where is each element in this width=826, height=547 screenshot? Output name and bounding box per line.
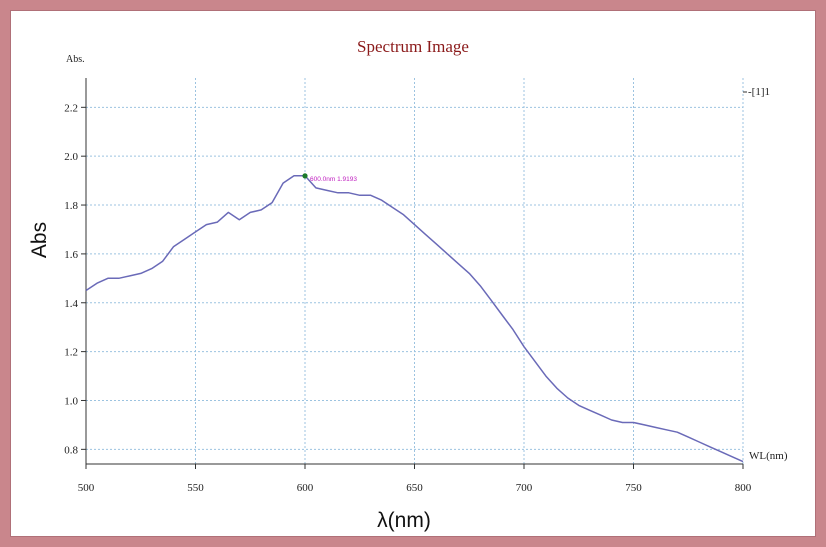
x-unit-tag: WL(nm) [749,450,788,462]
x-tick-label: 650 [406,482,423,494]
x-tick-label: 500 [78,482,95,494]
chart-panel [10,10,816,537]
y-axis-label: Abs [28,222,51,258]
tick-labels: 500 550 600 650 700 750 800 0.8 1.0 1.2 1.4 1.6 1.8 2… [64,102,752,494]
y-tick-label: 2.2 [64,102,78,114]
y-tick-label: 1.8 [64,200,78,212]
y-unit-label: Abs. [66,54,85,65]
x-tick-label: 600 [297,482,314,494]
y-tick-label: 1.4 [64,298,78,310]
peak-annotation: 600.0nm 1.9193 [310,176,357,183]
y-tick-label: 1.6 [64,249,78,261]
x-tick-label: 700 [516,482,533,494]
y-tick-label: 1.0 [64,395,78,407]
y-tick-label: 1.2 [64,347,78,359]
series-layer: 600.0nm 1.9193 [85,173,744,463]
axes [81,78,747,469]
chart-title: Spectrum Image [357,37,469,56]
legend-entry: -[1]1 [748,86,770,98]
series-line [85,174,744,463]
peak-marker [302,173,308,179]
y-tick-label: 0.8 [64,444,78,456]
x-tick-label: 800 [735,482,752,494]
grid-lines [86,78,744,464]
x-axis-label: λ(nm) [377,509,431,532]
x-tick-label: 550 [187,482,204,494]
x-tick-label: 750 [625,482,642,494]
y-tick-label: 2.0 [64,151,78,163]
